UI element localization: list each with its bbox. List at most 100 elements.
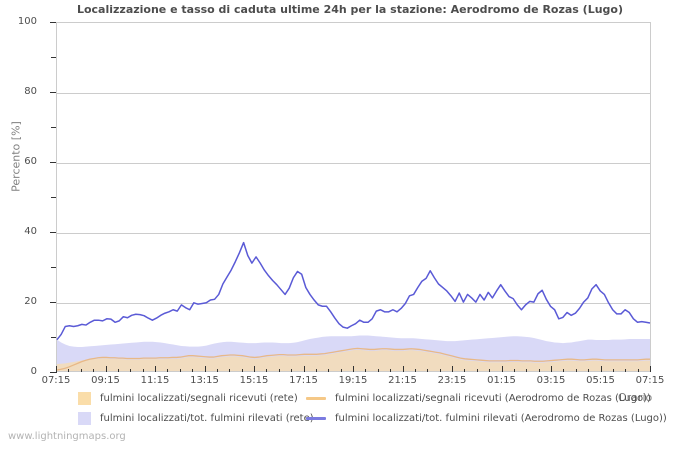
x-tick-minor bbox=[328, 369, 329, 372]
x-tick-minor bbox=[378, 369, 379, 372]
site-watermark: www.lightningmaps.org bbox=[8, 431, 126, 442]
x-tick-major-0715 bbox=[56, 366, 57, 372]
x-axis-label-1: 09:15 bbox=[91, 375, 120, 386]
series-plot bbox=[56, 241, 651, 371]
x-axis-label-2: 11:15 bbox=[140, 375, 170, 386]
x-tick-minor bbox=[489, 369, 490, 372]
x-axis-label-10: 03:15 bbox=[536, 375, 566, 386]
x-axis-label-9: 01:15 bbox=[487, 375, 516, 386]
x-tick-minor bbox=[613, 369, 614, 372]
legend-label-area-total-network: fulmini localizzati/tot. fulmini rilevat… bbox=[100, 413, 314, 424]
y-tick-90 bbox=[51, 57, 57, 58]
x-tick-major-1115 bbox=[155, 366, 156, 372]
y-axis-label-100: 100 bbox=[17, 16, 37, 27]
y-axis-label-40: 40 bbox=[24, 226, 37, 237]
x-tick-minor bbox=[242, 369, 243, 372]
x-tick-minor bbox=[390, 369, 391, 372]
x-tick-minor bbox=[539, 369, 540, 372]
y-tick-0 bbox=[50, 372, 57, 373]
legend-swatch-area-signals-network bbox=[78, 392, 91, 405]
x-tick-minor bbox=[576, 369, 577, 372]
x-tick-minor bbox=[588, 369, 589, 372]
gridline-20 bbox=[57, 303, 650, 304]
x-tick-minor bbox=[341, 369, 342, 372]
chart-legend: fulmini localizzati/segnali ricevuti (re… bbox=[0, 392, 700, 432]
x-tick-minor bbox=[81, 369, 82, 372]
y-tick-60 bbox=[50, 162, 57, 163]
x-tick-major-0915 bbox=[106, 366, 107, 372]
x-axis-label-12: 07:15 bbox=[635, 375, 665, 386]
x-tick-minor bbox=[143, 369, 144, 372]
x-tick-minor bbox=[427, 369, 428, 372]
x-tick-minor bbox=[130, 369, 131, 372]
x-tick-major-1515 bbox=[254, 366, 255, 372]
x-tick-minor bbox=[526, 369, 527, 372]
y-axis-label-80: 80 bbox=[24, 86, 37, 97]
x-axis-label-3: 13:15 bbox=[190, 375, 219, 386]
x-tick-major-1715 bbox=[304, 366, 305, 372]
x-tick-minor bbox=[563, 369, 564, 372]
gridline-80 bbox=[57, 93, 650, 94]
series-line-3 bbox=[56, 241, 651, 341]
x-tick-minor bbox=[316, 369, 317, 372]
x-axis-label-11: 05:15 bbox=[586, 375, 615, 386]
x-tick-major-0315 bbox=[551, 366, 552, 372]
y-tick-80 bbox=[50, 92, 57, 93]
legend-item-line-total-station[interactable]: fulmini localizzati/tot. fulmini rilevat… bbox=[306, 413, 667, 424]
legend-label-line-total-station: fulmini localizzati/tot. fulmini rilevat… bbox=[335, 413, 667, 424]
x-tick-minor bbox=[514, 369, 515, 372]
series-area-0 bbox=[57, 349, 650, 371]
y-tick-30 bbox=[51, 267, 57, 268]
x-tick-minor bbox=[279, 369, 280, 372]
legend-label-line-signals-station: fulmini localizzati/segnali ricevuti (Ae… bbox=[335, 393, 651, 404]
series-line-1 bbox=[56, 347, 650, 371]
x-tick-minor bbox=[291, 369, 292, 372]
x-tick-minor bbox=[180, 369, 181, 372]
legend-item-area-total-network[interactable]: fulmini localizzati/tot. fulmini rilevat… bbox=[78, 412, 314, 425]
x-axis-title: Orario bbox=[618, 391, 653, 404]
x-tick-minor bbox=[477, 369, 478, 372]
plot-area bbox=[56, 22, 651, 372]
x-axis-label-5: 17:15 bbox=[289, 375, 318, 386]
y-tick-70 bbox=[51, 127, 57, 128]
legend-label-area-signals-network: fulmini localizzati/segnali ricevuti (re… bbox=[100, 393, 298, 404]
x-tick-major-2315 bbox=[452, 366, 453, 372]
x-tick-major-0115 bbox=[502, 366, 503, 372]
x-tick-minor bbox=[415, 369, 416, 372]
legend-swatch-line-signals-station bbox=[306, 397, 326, 400]
legend-item-line-signals-station[interactable]: fulmini localizzati/segnali ricevuti (Ae… bbox=[306, 393, 651, 404]
y-tick-50 bbox=[51, 197, 57, 198]
x-axis-label-6: 19:15 bbox=[338, 375, 368, 386]
x-tick-minor bbox=[229, 369, 230, 372]
y-axis-label-20: 20 bbox=[24, 296, 37, 307]
legend-item-area-signals-network[interactable]: fulmini localizzati/segnali ricevuti (re… bbox=[78, 392, 298, 405]
x-tick-minor bbox=[217, 369, 218, 372]
x-tick-minor bbox=[625, 369, 626, 372]
x-tick-major-1915 bbox=[353, 366, 354, 372]
x-tick-minor bbox=[192, 369, 193, 372]
y-tick-10 bbox=[51, 337, 57, 338]
gridline-60 bbox=[57, 163, 650, 164]
legend-swatch-line-total-station bbox=[306, 417, 326, 420]
y-tick-40 bbox=[50, 232, 57, 233]
x-axis-label-0: 07:15 bbox=[41, 375, 71, 386]
x-tick-minor bbox=[638, 369, 639, 372]
chart-title: Localizzazione e tasso di caduta ultime … bbox=[76, 3, 624, 16]
x-tick-major-1315 bbox=[205, 366, 206, 372]
x-tick-minor bbox=[68, 369, 69, 372]
y-axis-label-0: 0 bbox=[30, 366, 37, 377]
x-tick-minor bbox=[365, 369, 366, 372]
x-tick-minor bbox=[266, 369, 267, 372]
y-tick-20 bbox=[50, 302, 57, 303]
x-axis-label-4: 15:15 bbox=[239, 375, 269, 386]
x-tick-minor bbox=[93, 369, 94, 372]
x-tick-major-2115 bbox=[403, 366, 404, 372]
x-tick-minor bbox=[167, 369, 168, 372]
legend-swatch-area-total-network bbox=[78, 412, 91, 425]
x-tick-minor bbox=[440, 369, 441, 372]
x-tick-minor bbox=[118, 369, 119, 372]
y-axis-label-60: 60 bbox=[24, 156, 37, 167]
x-tick-major-0515 bbox=[601, 366, 602, 372]
x-axis-label-8: 23:15 bbox=[437, 375, 467, 386]
